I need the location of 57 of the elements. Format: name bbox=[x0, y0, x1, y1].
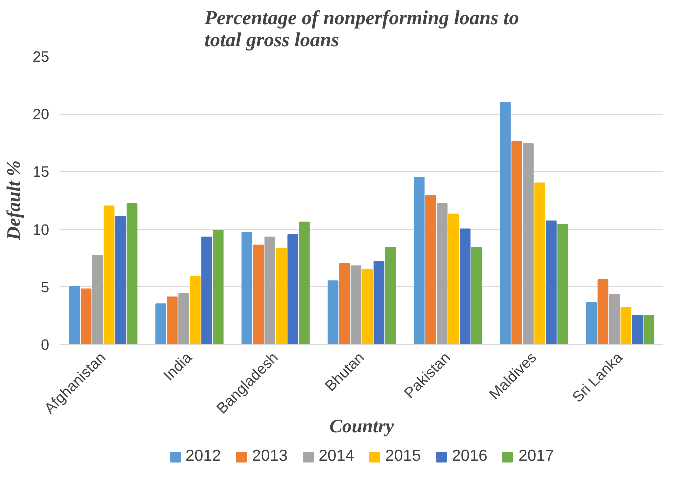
bar bbox=[156, 304, 166, 344]
bar bbox=[253, 244, 264, 344]
bar bbox=[92, 255, 104, 344]
bar bbox=[202, 236, 212, 344]
legend-label: 2012 bbox=[186, 448, 222, 466]
x-axis-title: Country bbox=[330, 416, 395, 438]
legend-label: 2013 bbox=[252, 448, 288, 466]
bar bbox=[620, 307, 632, 344]
y-tick-label: 15 bbox=[32, 164, 50, 182]
bar bbox=[213, 230, 224, 344]
bar bbox=[80, 288, 92, 344]
bar bbox=[288, 234, 298, 344]
bar bbox=[104, 206, 115, 344]
bar bbox=[178, 293, 190, 344]
bar bbox=[350, 266, 362, 344]
bar bbox=[500, 102, 511, 344]
bar bbox=[534, 182, 546, 344]
bar bbox=[115, 216, 126, 344]
chart-title: Percentage of nonperforming loans to total gross loans bbox=[204, 8, 520, 52]
y-axis-title: Default % bbox=[4, 160, 25, 242]
bar bbox=[586, 302, 598, 344]
bar bbox=[512, 141, 522, 344]
bar bbox=[448, 214, 460, 344]
legend-label: 2016 bbox=[452, 448, 488, 466]
y-tick-label: 20 bbox=[32, 106, 50, 124]
bar bbox=[167, 296, 178, 344]
bar bbox=[264, 236, 276, 344]
y-tick-label: 25 bbox=[32, 49, 50, 66]
bar bbox=[426, 195, 436, 344]
bar bbox=[190, 276, 201, 344]
y-tick-label: 5 bbox=[41, 279, 50, 296]
bar bbox=[299, 222, 310, 344]
y-tick-label: 0 bbox=[41, 337, 50, 354]
bar bbox=[644, 315, 655, 344]
bar bbox=[471, 247, 482, 344]
bar bbox=[339, 263, 350, 344]
bar bbox=[632, 315, 644, 344]
bar bbox=[609, 294, 620, 344]
bar bbox=[126, 203, 138, 344]
bar bbox=[276, 248, 287, 344]
bar bbox=[546, 220, 557, 344]
legend-label: 2014 bbox=[318, 448, 354, 466]
bar bbox=[385, 247, 396, 344]
bar bbox=[69, 286, 80, 344]
legend-label: 2017 bbox=[518, 448, 554, 466]
bar bbox=[328, 280, 339, 344]
bar bbox=[374, 261, 385, 344]
bar bbox=[460, 228, 471, 344]
y-tick-label: 10 bbox=[32, 222, 50, 239]
bar bbox=[362, 269, 374, 344]
legend-label: 2015 bbox=[386, 448, 422, 466]
bar bbox=[437, 203, 448, 344]
bar bbox=[414, 176, 425, 344]
bar bbox=[598, 279, 609, 344]
bar bbox=[523, 144, 534, 344]
bar bbox=[558, 224, 568, 344]
bar bbox=[242, 232, 253, 344]
